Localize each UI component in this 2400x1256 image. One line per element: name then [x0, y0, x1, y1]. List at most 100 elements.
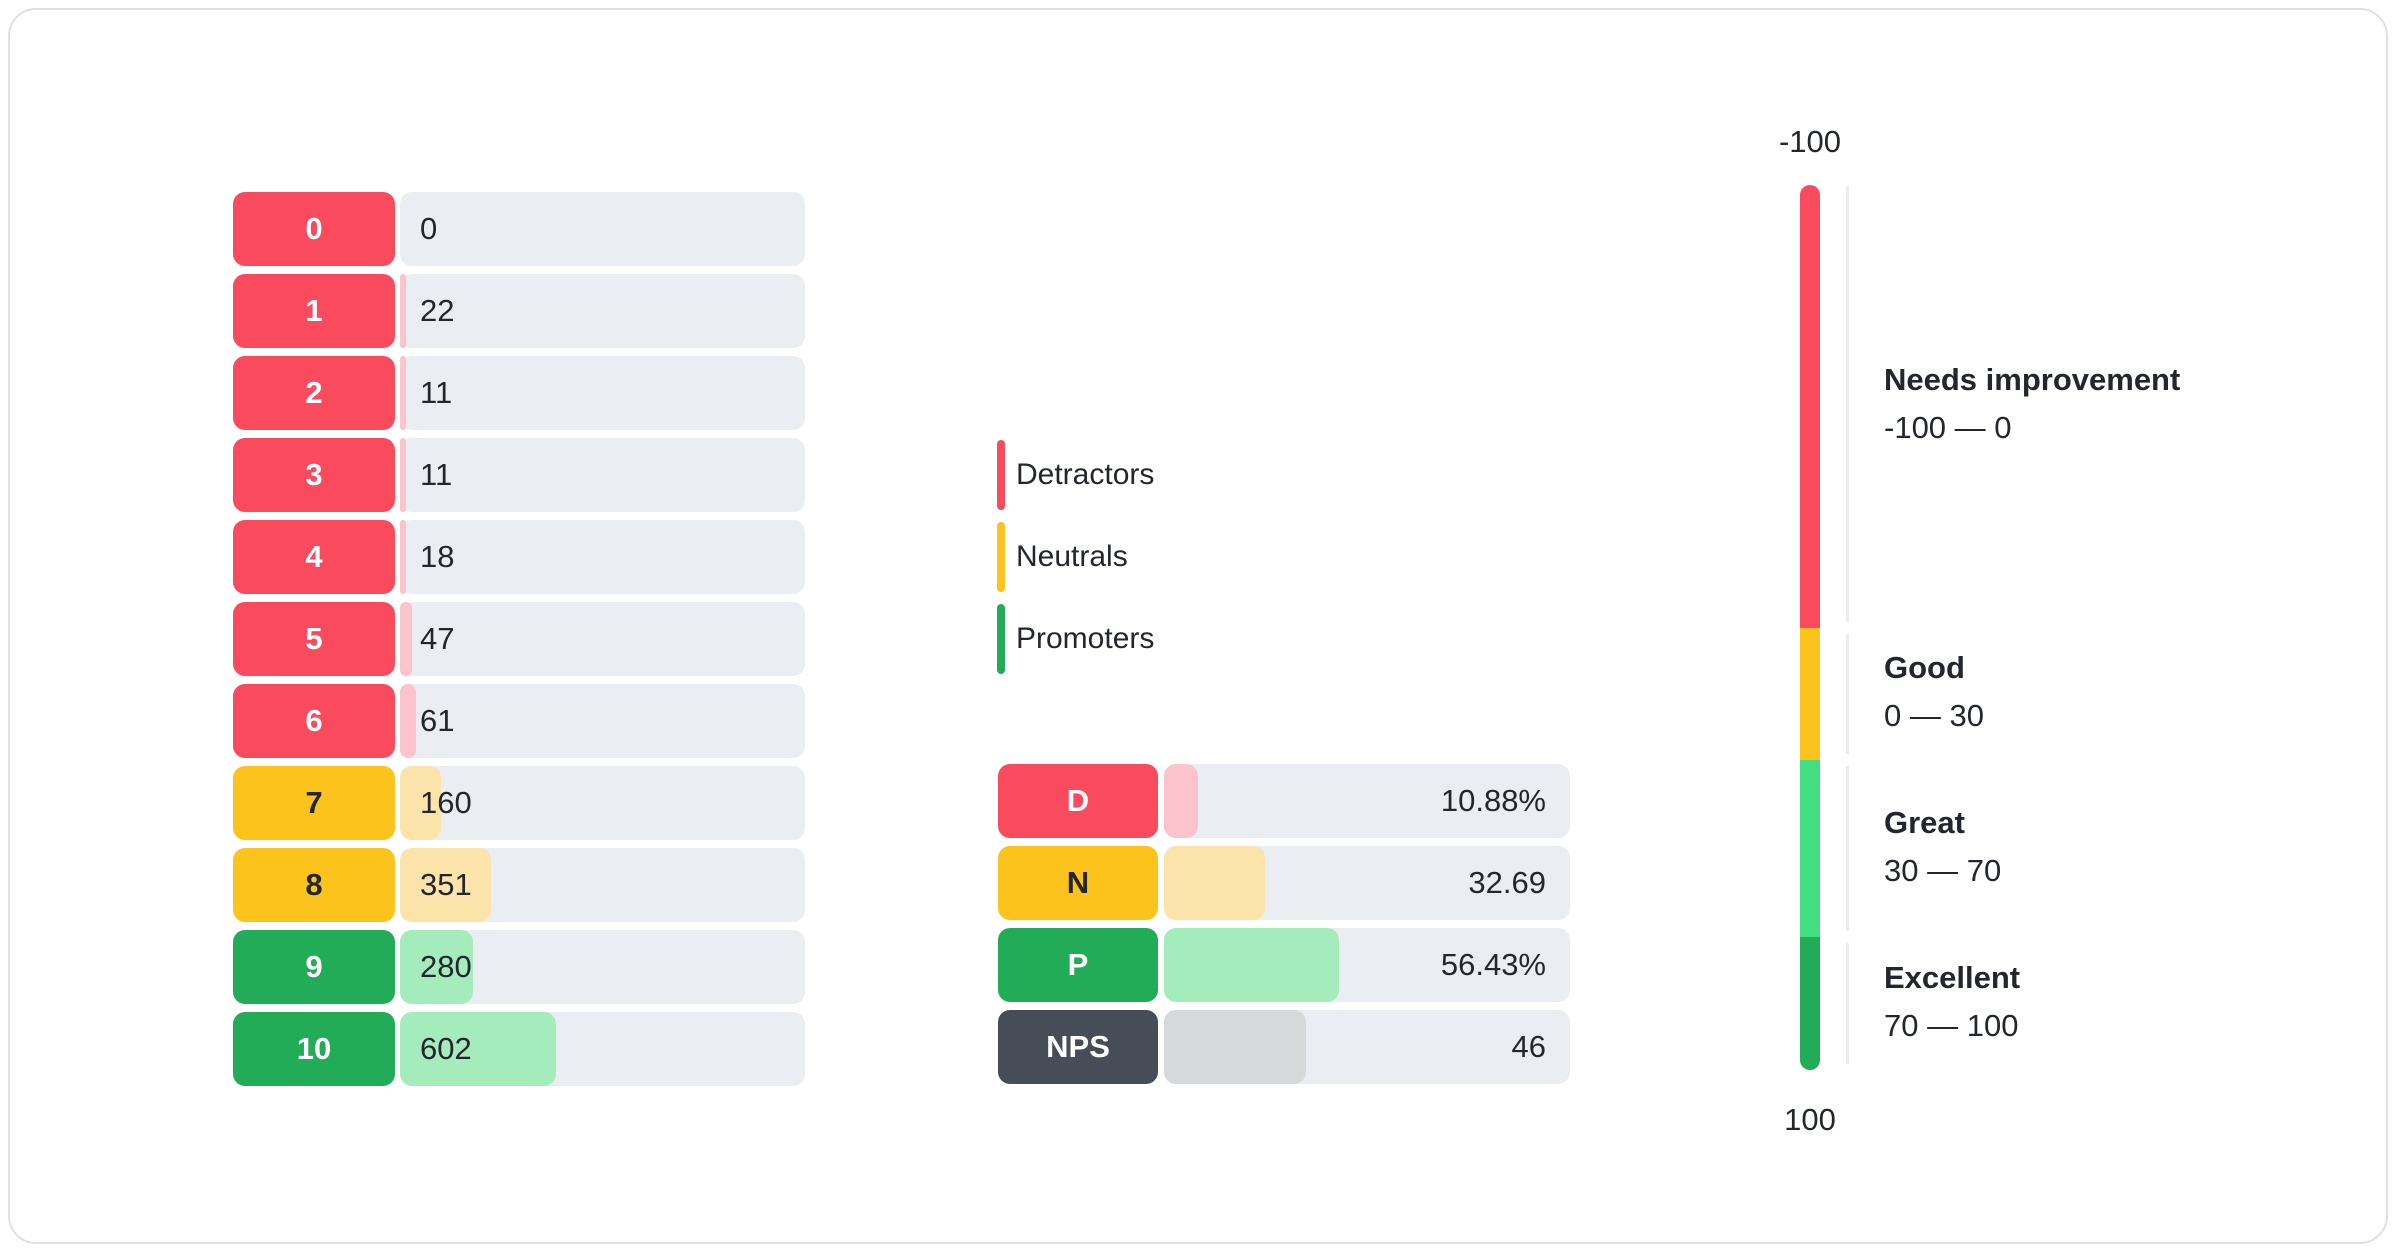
score-label: 8 [233, 848, 395, 922]
summary-track: 10.88% [1164, 764, 1570, 838]
gauge-line [1846, 186, 1849, 622]
score-value: 351 [420, 867, 472, 902]
score-label: 10 [233, 1012, 395, 1086]
gauge-line [1846, 766, 1849, 932]
gauge-zone-title: Excellent [1884, 959, 2021, 995]
summary-fill [1164, 764, 1198, 838]
score-track: 280 [400, 930, 805, 1004]
summary-value: 46 [1511, 1029, 1546, 1064]
gauge-zone-title: Needs improvement [1884, 362, 2181, 398]
score-distribution-chart: 0 0 1 22 2 11 3 11 4 18 5 47 6 61 7 160 8 351 9 280 10 602 [233, 192, 805, 1094]
score-value: 22 [420, 293, 455, 328]
legend-swatch [997, 522, 1005, 592]
legend-item: Detractors [997, 440, 1154, 510]
summary-row: D 10.88% [998, 764, 1570, 838]
score-row: 8 351 [233, 848, 805, 922]
summary-row: N 32.69 [998, 846, 1570, 920]
score-track: 47 [400, 602, 805, 676]
score-fill [400, 848, 491, 922]
score-row: 5 47 [233, 602, 805, 676]
score-row: 7 160 [233, 766, 805, 840]
summary-fill [1164, 1010, 1307, 1084]
gauge-segment-0 [1800, 185, 1820, 628]
score-row: 4 18 [233, 520, 805, 594]
summary-track: 46 [1164, 1010, 1570, 1084]
gauge-zone-label: Great 30 — 70 [1884, 799, 2304, 895]
legend-label: Promoters [1016, 622, 1155, 655]
summary-track: 56.43% [1164, 928, 1570, 1002]
score-fill [400, 684, 416, 758]
summary-row: P 56.43% [998, 928, 1570, 1002]
score-label: 3 [233, 438, 395, 512]
gauge-zone-range: 70 — 100 [1884, 1007, 2019, 1043]
score-label: 9 [233, 930, 395, 1004]
summary-value: 10.88% [1440, 783, 1546, 818]
gauge-max-label: -100 [1778, 124, 1842, 159]
score-track: 160 [400, 766, 805, 840]
score-value: 0 [420, 211, 438, 246]
gauge-line [1846, 943, 1849, 1064]
legend-label: Neutrals [1016, 540, 1128, 573]
score-track: 11 [400, 356, 805, 430]
summary-fill [1164, 928, 1339, 1002]
score-label: 6 [233, 684, 395, 758]
score-label: 4 [233, 520, 395, 594]
score-fill [400, 602, 413, 676]
score-fill [400, 520, 406, 594]
score-fill [400, 1012, 556, 1086]
score-row: 1 22 [233, 274, 805, 348]
summary-label: D [998, 764, 1158, 838]
score-fill [400, 930, 473, 1004]
legend-swatch [997, 604, 1005, 674]
gauge-zone-title: Great [1884, 804, 1965, 840]
gauge-segment-1 [1800, 627, 1820, 761]
score-track: 602 [400, 1012, 805, 1086]
score-value: 47 [420, 621, 455, 656]
score-fill [400, 766, 442, 840]
summary-track: 32.69 [1164, 846, 1570, 920]
score-track: 18 [400, 520, 805, 594]
legend: Detractors Neutrals Promoters [997, 440, 1154, 686]
summary-fill [1164, 846, 1266, 920]
summary-label: N [998, 846, 1158, 920]
gauge-zone-label: Needs improvement -100 — 0 [1884, 356, 2304, 452]
gauge-zone-title: Good [1884, 649, 1965, 685]
score-label: 0 [233, 192, 395, 266]
score-fill [400, 274, 406, 348]
score-label: 1 [233, 274, 395, 348]
gauge-segment-3 [1800, 937, 1820, 1070]
legend-label: Detractors [1016, 458, 1155, 491]
legend-item: Neutrals [997, 522, 1154, 592]
summary-value: 32.69 [1468, 865, 1546, 900]
gauge-zone-range: 0 — 30 [1884, 697, 1984, 733]
gauge-segment-2 [1800, 760, 1820, 938]
score-row: 2 11 [233, 356, 805, 430]
gauge-bar [1800, 185, 1820, 1070]
score-label: 5 [233, 602, 395, 676]
score-value: 61 [420, 703, 455, 738]
score-row: 6 61 [233, 684, 805, 758]
score-value: 18 [420, 539, 455, 574]
score-label: 7 [233, 766, 395, 840]
score-row: 3 11 [233, 438, 805, 512]
summary-row: NPS 46 [998, 1010, 1570, 1084]
score-value: 11 [420, 457, 453, 492]
gauge-zone-label: Good 0 — 30 [1884, 644, 2304, 740]
summary-label: NPS [998, 1010, 1158, 1084]
score-fill [400, 356, 406, 430]
score-track: 0 [400, 192, 805, 266]
score-row: 9 280 [233, 930, 805, 1004]
score-fill [400, 438, 406, 512]
gauge-min-label: 100 [1784, 1102, 1836, 1137]
score-value: 602 [420, 1031, 472, 1066]
score-value: 160 [420, 785, 472, 820]
score-track: 22 [400, 274, 805, 348]
score-track: 61 [400, 684, 805, 758]
gauge-zone-label: Excellent 70 — 100 [1884, 954, 2304, 1050]
gauge-zone-range: 30 — 70 [1884, 852, 2002, 888]
gauge-zone-range: -100 — 0 [1884, 410, 2012, 446]
score-track: 351 [400, 848, 805, 922]
summary-value: 56.43% [1440, 947, 1546, 982]
legend-item: Promoters [997, 604, 1154, 674]
